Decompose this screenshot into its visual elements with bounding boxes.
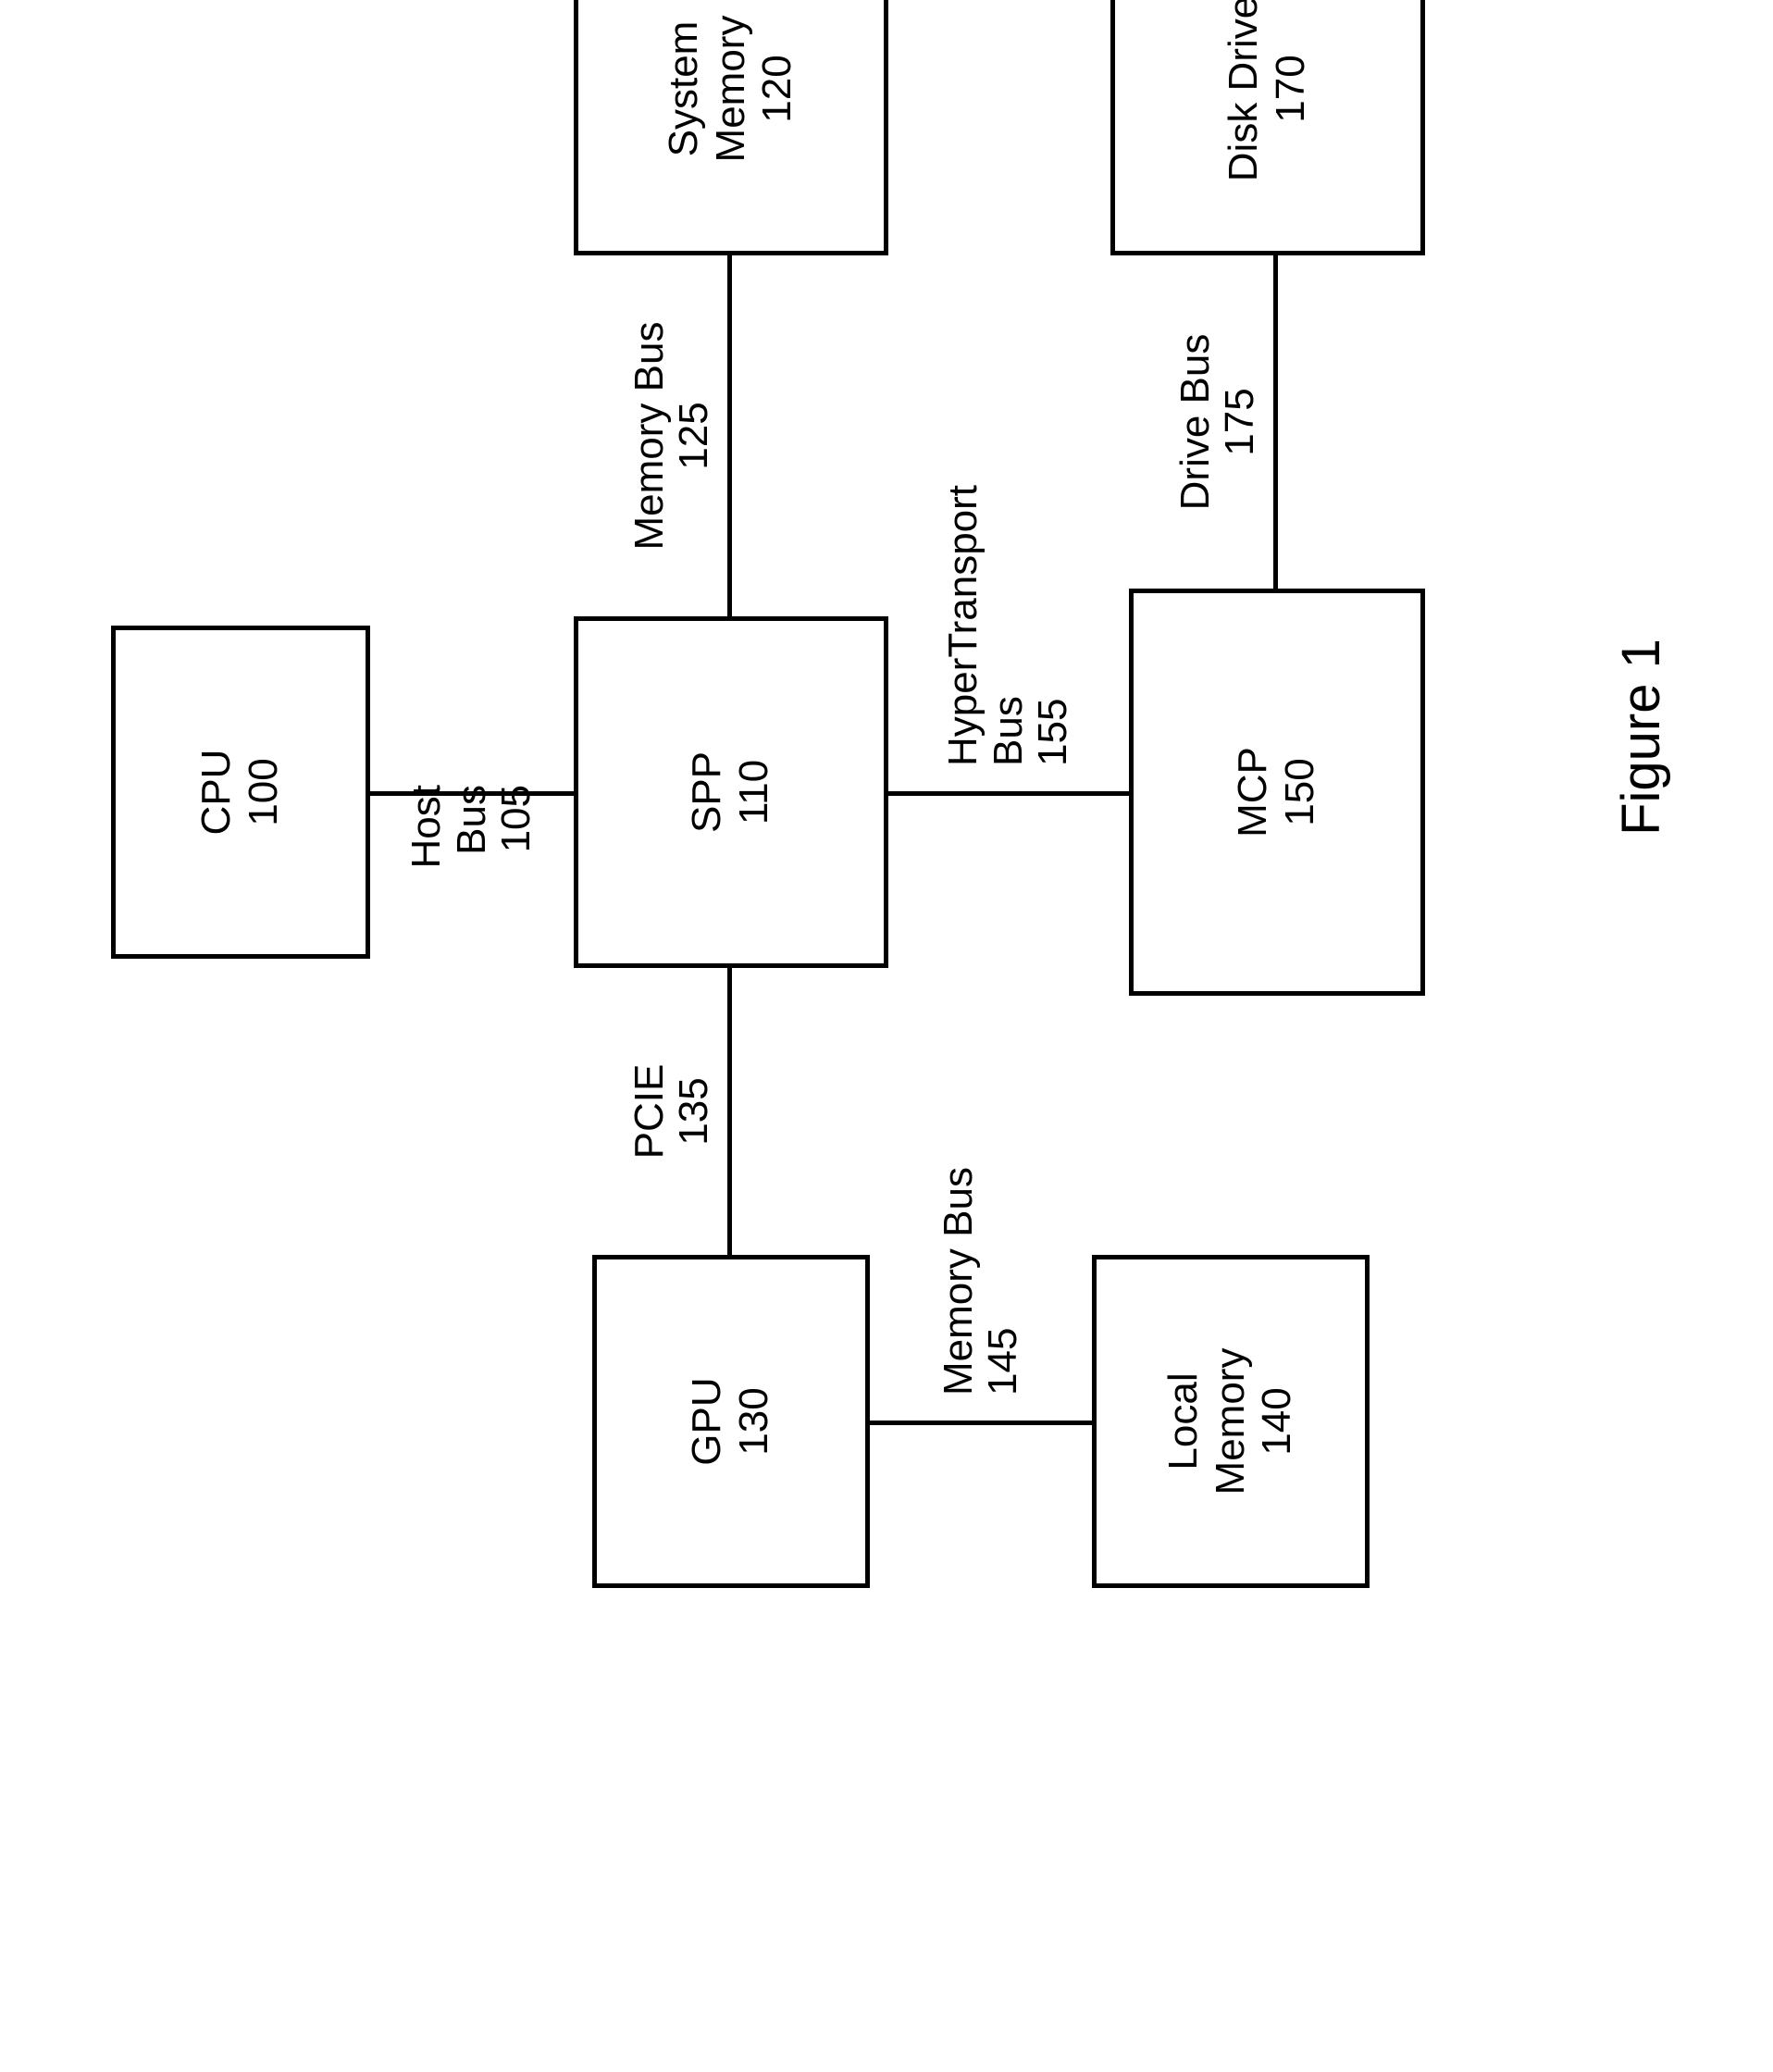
edge-drive-bus — [1273, 255, 1278, 589]
edge-memory-bus-gpu-label: Memory Bus 145 — [936, 1007, 1026, 1396]
edge-memory-bus-spp — [727, 255, 732, 616]
diagram-canvas: CPU 100 SPP 110 GPU 130 System Memory 12… — [0, 0, 1773, 1773]
node-local-memory: Local Memory 140 — [1092, 1255, 1370, 1588]
node-spp-label: SPP 110 — [684, 751, 777, 833]
node-mcp: MCP 150 — [1129, 589, 1425, 996]
edge-drive-bus-label: Drive Bus 175 — [1173, 246, 1263, 598]
node-local-memory-label: Local Memory 140 — [1160, 1348, 1301, 1495]
node-mcp-label: MCP 150 — [1230, 747, 1323, 837]
node-cpu-label: CPU 100 — [193, 750, 287, 836]
node-system-memory: System Memory 120 — [574, 0, 888, 255]
edge-memory-bus-gpu — [870, 1421, 1092, 1426]
edge-hypertransport-bus — [888, 792, 1129, 797]
node-disk-drive: Disk Drive 170 — [1110, 0, 1425, 255]
node-gpu: GPU 130 — [592, 1255, 870, 1588]
edge-pcie — [727, 968, 732, 1255]
edge-pcie-label: PCIE 135 — [627, 936, 717, 1287]
node-disk-drive-label: Disk Drive 170 — [1221, 0, 1314, 181]
node-cpu: CPU 100 — [111, 626, 370, 959]
node-system-memory-label: System Memory 120 — [661, 16, 801, 163]
edge-host-bus-label: Host Bus 105 — [404, 785, 539, 988]
node-spp: SPP 110 — [574, 616, 888, 968]
node-gpu-label: GPU 130 — [684, 1377, 777, 1465]
edge-memory-bus-spp-label: Memory Bus 125 — [627, 260, 717, 612]
edge-hypertransport-bus-label: HyperTransport Bus 155 — [941, 378, 1075, 766]
figure-caption: Figure 1 — [1610, 0, 1672, 1773]
